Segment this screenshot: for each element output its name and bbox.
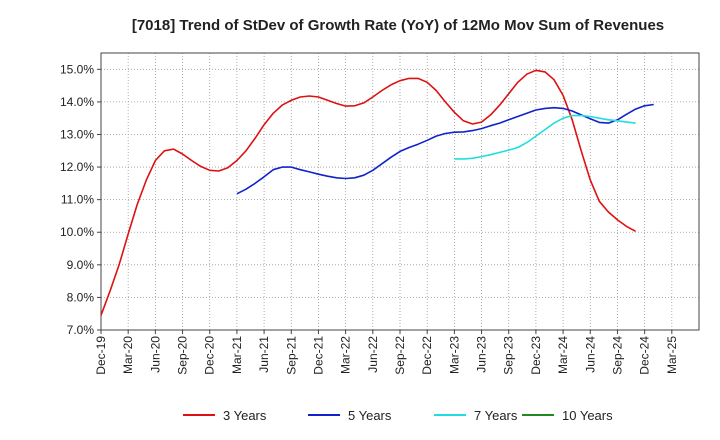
y-tick-label: 15.0% <box>60 62 94 76</box>
x-tick-label: Mar-22 <box>339 336 353 374</box>
x-tick-label: Dec-22 <box>420 336 434 375</box>
x-tick-label: Mar-21 <box>230 336 244 374</box>
x-tick-label: Sep-20 <box>176 336 190 375</box>
x-tick-label: Mar-25 <box>665 336 679 374</box>
x-tick-label: Jun-22 <box>366 336 380 373</box>
legend-label: 3 Years <box>223 408 267 423</box>
y-tick-label: 8.0% <box>67 290 95 304</box>
x-tick-label: Dec-20 <box>203 336 217 375</box>
y-tick-label: 11.0% <box>61 193 94 207</box>
x-tick-label: Sep-24 <box>610 336 624 375</box>
x-tick-label: Jun-23 <box>475 336 489 373</box>
x-tick-label: Mar-23 <box>447 336 461 374</box>
y-tick-label: 12.0% <box>60 160 94 174</box>
grid <box>100 53 699 331</box>
series-line-3-years <box>100 69 636 316</box>
x-tick-label: Jun-20 <box>148 336 162 373</box>
x-tick-label: Mar-24 <box>556 336 570 374</box>
series-lines <box>100 69 654 316</box>
x-tick-label: Sep-23 <box>502 336 516 375</box>
x-tick-label: Dec-19 <box>94 336 108 375</box>
y-tick-label: 9.0% <box>67 258 95 272</box>
legend-label: 7 Years <box>474 408 518 423</box>
x-tick-label: Sep-22 <box>393 336 407 375</box>
x-tick-label: Mar-20 <box>121 336 135 374</box>
x-tick-label: Jun-21 <box>257 336 271 373</box>
x-tick-label: Dec-21 <box>311 336 325 375</box>
y-axis: 7.0% 8.0% 9.0% 10.0% 11.0% 12.0% 13.0% 14.0% 15.… <box>60 62 101 337</box>
legend-label: 10 Years <box>562 408 613 423</box>
x-tick-label: Dec-24 <box>638 336 652 375</box>
x-axis: Dec-19 Mar-20 Jun-20 Sep-20 Dec-20 Mar-21 Jun-… <box>94 330 679 375</box>
legend-label: 5 Years <box>348 408 392 423</box>
x-tick-label: Dec-23 <box>529 336 543 375</box>
y-tick-label: 13.0% <box>60 127 94 141</box>
chart-title: [7018] Trend of StDev of Growth Rate (Yo… <box>132 17 664 34</box>
y-tick-label: 7.0% <box>67 323 95 337</box>
x-tick-label: Jun-24 <box>583 336 597 373</box>
series-line-7-years <box>454 114 636 160</box>
y-tick-label: 10.0% <box>60 225 94 239</box>
legend: 3 Years 5 Years 7 Years 10 Years <box>183 408 613 423</box>
y-tick-label: 14.0% <box>60 95 94 109</box>
x-tick-label: Sep-21 <box>284 336 298 375</box>
